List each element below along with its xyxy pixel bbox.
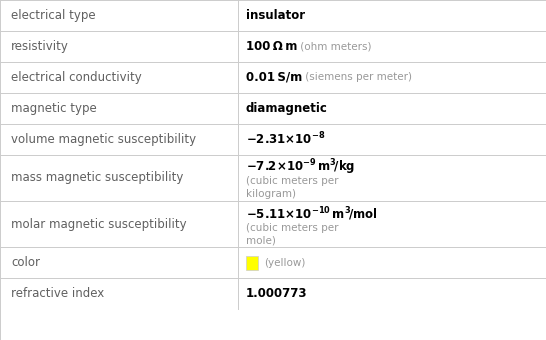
Text: $\mathbf{-2.31{\times}10^{-8}}$: $\mathbf{-2.31{\times}10^{-8}}$	[246, 131, 325, 147]
Text: mole): mole)	[246, 236, 276, 246]
FancyBboxPatch shape	[246, 256, 258, 270]
Text: electrical type: electrical type	[11, 9, 96, 22]
Text: insulator: insulator	[246, 9, 305, 22]
Text: magnetic type: magnetic type	[11, 102, 97, 115]
Text: (yellow): (yellow)	[264, 258, 306, 268]
Text: 100 Ω m: 100 Ω m	[246, 40, 297, 53]
Text: (siemens per meter): (siemens per meter)	[302, 72, 412, 82]
Text: electrical conductivity: electrical conductivity	[11, 71, 141, 84]
Text: (ohm meters): (ohm meters)	[297, 41, 372, 51]
Text: (cubic meters per: (cubic meters per	[246, 176, 338, 186]
Text: diamagnetic: diamagnetic	[246, 102, 328, 115]
Text: color: color	[11, 256, 40, 269]
Text: 1.000773: 1.000773	[246, 287, 307, 300]
Text: $\mathbf{-5.11{\times}10^{-10}\,m^3\!/mol}$: $\mathbf{-5.11{\times}10^{-10}\,m^3\!/mo…	[246, 205, 378, 223]
Text: kilogram): kilogram)	[246, 189, 296, 200]
Text: mass magnetic susceptibility: mass magnetic susceptibility	[11, 171, 183, 184]
Text: volume magnetic susceptibility: volume magnetic susceptibility	[11, 133, 196, 146]
Text: molar magnetic susceptibility: molar magnetic susceptibility	[11, 218, 187, 231]
Text: resistivity: resistivity	[11, 40, 69, 53]
Text: refractive index: refractive index	[11, 287, 104, 300]
Text: $\mathbf{-7.2{\times}10^{-9}\,m^3\!/kg}$: $\mathbf{-7.2{\times}10^{-9}\,m^3\!/kg}$	[246, 158, 355, 177]
Text: (cubic meters per: (cubic meters per	[246, 223, 338, 233]
Text: 0.01 S/m: 0.01 S/m	[246, 71, 302, 84]
